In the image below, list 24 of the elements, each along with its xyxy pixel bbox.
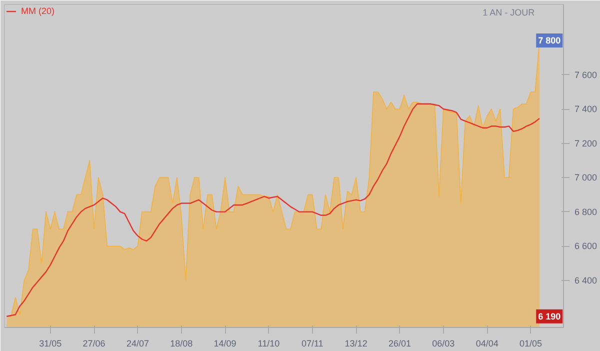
line-series — [6, 103, 540, 317]
x-tick-label: 24/07 — [126, 338, 149, 348]
x-tick-label: 04/04 — [476, 338, 498, 348]
x-tick-label: 31/05 — [39, 338, 62, 348]
y-tick-label: 7 400 — [574, 104, 598, 114]
chart-subtitle: 1 AN - JOUR — [482, 8, 536, 18]
y-tick-label: 7 600 — [574, 70, 598, 80]
legend-label: MM (20) — [21, 6, 54, 16]
x-tick-label: 01/05 — [519, 338, 542, 348]
x-tick-label: 11/10 — [258, 338, 280, 348]
y-tick-label: 6 400 — [574, 275, 598, 286]
y-tick-label: 7 200 — [574, 138, 598, 148]
y-tick-label: 6 800 — [574, 206, 598, 217]
y-tick-label: 7 000 — [574, 172, 598, 183]
x-tick-label: 07/11 — [301, 338, 324, 348]
x-tick-label: 18/08 — [170, 338, 193, 348]
x-tick-label: 06/03 — [432, 338, 455, 348]
annotation: 7 800 — [538, 35, 561, 46]
annotation: 6 190 — [538, 311, 561, 322]
x-tick-label: 26/01 — [388, 338, 411, 348]
y-tick-label: 6 600 — [574, 241, 598, 252]
x-tick-label: 14/09 — [214, 338, 236, 348]
x-tick-label: 27/06 — [82, 338, 106, 348]
x-tick-label: 13/12 — [344, 338, 368, 348]
